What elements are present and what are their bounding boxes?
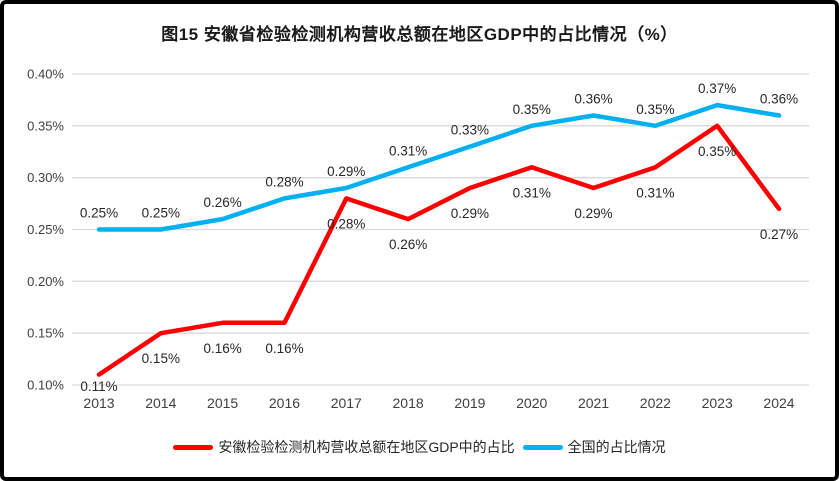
x-axis-tick-label: 2016	[269, 395, 300, 411]
data-label: 0.29%	[451, 206, 489, 221]
data-label: 0.16%	[203, 341, 241, 356]
x-axis-tick-label: 2013	[83, 395, 114, 411]
legend-label-national: 全国的占比情况	[567, 439, 666, 455]
legend-item-anhui: 安徽检验检测机构营收总额在地区GDP中的占比	[173, 437, 515, 457]
x-axis-tick-label: 2023	[702, 395, 733, 411]
x-axis-tick-label: 2022	[640, 395, 671, 411]
data-label: 0.15%	[142, 351, 180, 366]
data-label: 0.28%	[265, 174, 303, 189]
y-axis-tick-label: 0.25%	[27, 222, 64, 237]
y-axis-tick-label: 0.20%	[27, 274, 64, 289]
data-label: 0.29%	[327, 164, 365, 179]
series-line-national	[96, 102, 782, 232]
data-label: 0.16%	[265, 341, 303, 356]
data-label: 0.25%	[142, 206, 180, 221]
legend-line-swatch-red	[173, 444, 214, 450]
data-label: 0.37%	[698, 81, 736, 96]
data-label: 0.31%	[389, 143, 427, 158]
y-axis-tick-label: 0.15%	[27, 326, 64, 341]
data-label: 0.35%	[513, 102, 551, 117]
data-label: 0.33%	[451, 123, 489, 138]
y-axis-tick-label: 0.35%	[27, 118, 64, 133]
line-chart-canvas: 0.40% 0.35% 0.30% 0.25% 0.20% 0.15% 0.10% 2013 2…	[27, 67, 809, 411]
x-axis-tick-label: 2019	[454, 395, 485, 411]
data-label: 0.31%	[636, 185, 674, 200]
y-axis-tick-label: 0.30%	[27, 170, 64, 185]
data-label: 0.11%	[80, 379, 117, 394]
legend-item-national: 全国的占比情况	[522, 437, 666, 457]
chart-title: 图15 安徽省检验检测机构营收总额在地区GDP中的占比情况（%）	[161, 25, 678, 44]
x-axis-tick-label: 2018	[393, 395, 424, 411]
y-axis-tick-label: 0.10%	[27, 378, 64, 393]
data-label: 0.25%	[80, 206, 118, 221]
legend-label-anhui: 安徽检验检测机构营收总额在地区GDP中的占比	[218, 439, 515, 455]
data-label: 0.36%	[574, 91, 612, 106]
data-label: 0.35%	[698, 144, 736, 159]
y-axis-tick-label: 0.40%	[27, 67, 64, 82]
legend-line-swatch-blue	[522, 444, 563, 450]
data-label: 0.27%	[760, 227, 798, 242]
data-label: 0.28%	[327, 216, 365, 231]
x-axis-tick-label: 2020	[516, 395, 547, 411]
x-axis-tick-label: 2017	[331, 395, 362, 411]
series-line-anhui	[96, 123, 782, 377]
data-label: 0.35%	[636, 102, 674, 117]
data-label: 0.26%	[389, 237, 427, 252]
data-label: 0.31%	[513, 185, 551, 200]
data-label: 0.29%	[574, 206, 612, 221]
x-axis-tick-label: 2014	[145, 395, 176, 411]
chart-legend: 安徽检验检测机构营收总额在地区GDP中的占比 全国的占比情况	[4, 437, 835, 457]
x-axis-tick-label: 2024	[763, 395, 794, 411]
data-label: 0.26%	[203, 195, 241, 210]
x-axis-tick-label: 2015	[207, 395, 238, 411]
x-axis-tick-label: 2021	[578, 395, 609, 411]
data-label: 0.36%	[760, 91, 798, 106]
